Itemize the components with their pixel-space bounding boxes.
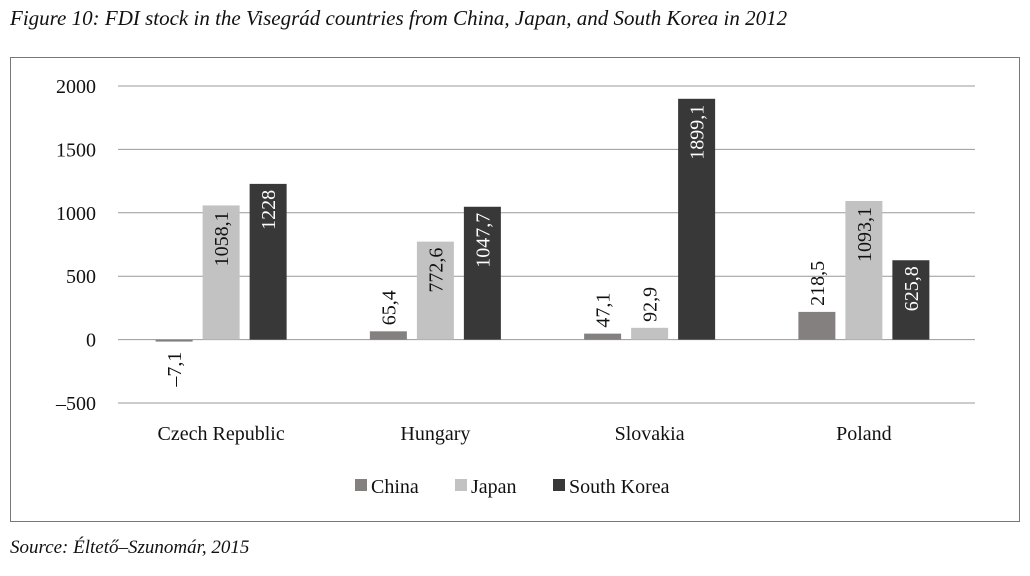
legend-label: China (371, 476, 419, 498)
y-tick-label: 500 (66, 266, 96, 288)
data-label: –7,1 (164, 352, 186, 388)
data-label: 65,4 (378, 290, 400, 325)
bar-japan (202, 205, 240, 340)
chart-frame (10, 57, 1020, 522)
bar-japan (416, 241, 454, 340)
bar-south-korea (892, 260, 930, 340)
bar-china (798, 311, 836, 340)
y-tick-label: 0 (86, 330, 96, 352)
y-tick-label: 1500 (56, 139, 96, 161)
data-label: 1093,1 (854, 207, 876, 262)
legend-label: Japan (471, 476, 517, 498)
bar-china (369, 331, 407, 340)
bar-south-korea (463, 206, 501, 340)
legend-label: South Korea (569, 476, 670, 498)
data-label: 1058,1 (211, 211, 233, 266)
bar-japan (845, 200, 883, 340)
data-label: 92,9 (640, 287, 662, 322)
y-tick-label: 1000 (56, 203, 96, 225)
data-label: 1228 (258, 190, 280, 230)
bar-south-korea (678, 98, 716, 340)
chart-title: Figure 10: FDI stock in the Visegrád cou… (10, 6, 788, 30)
data-label: 1899,1 (687, 105, 709, 160)
bar-japan (631, 327, 669, 340)
x-tick-label: Poland (836, 423, 892, 445)
x-tick-label: Slovakia (615, 423, 685, 445)
y-tick-label: 2000 (56, 76, 96, 98)
data-label: 772,6 (425, 248, 447, 293)
data-label: 625,8 (901, 266, 923, 311)
legend-swatch (355, 479, 367, 491)
data-label: 218,5 (807, 261, 829, 306)
bar-south-korea (249, 183, 287, 340)
y-tick-label: –500 (55, 393, 96, 415)
bar-china (584, 333, 622, 340)
x-tick-label: Czech Republic (158, 423, 285, 445)
chart-source: Source: Éltető–Szunomár, 2015 (10, 537, 250, 558)
data-label: 1047,7 (472, 213, 494, 268)
bar-china (155, 339, 193, 342)
legend-swatch (553, 479, 565, 491)
legend-swatch (455, 479, 467, 491)
data-label: 47,1 (593, 293, 615, 328)
x-tick-label: Hungary (400, 423, 470, 445)
